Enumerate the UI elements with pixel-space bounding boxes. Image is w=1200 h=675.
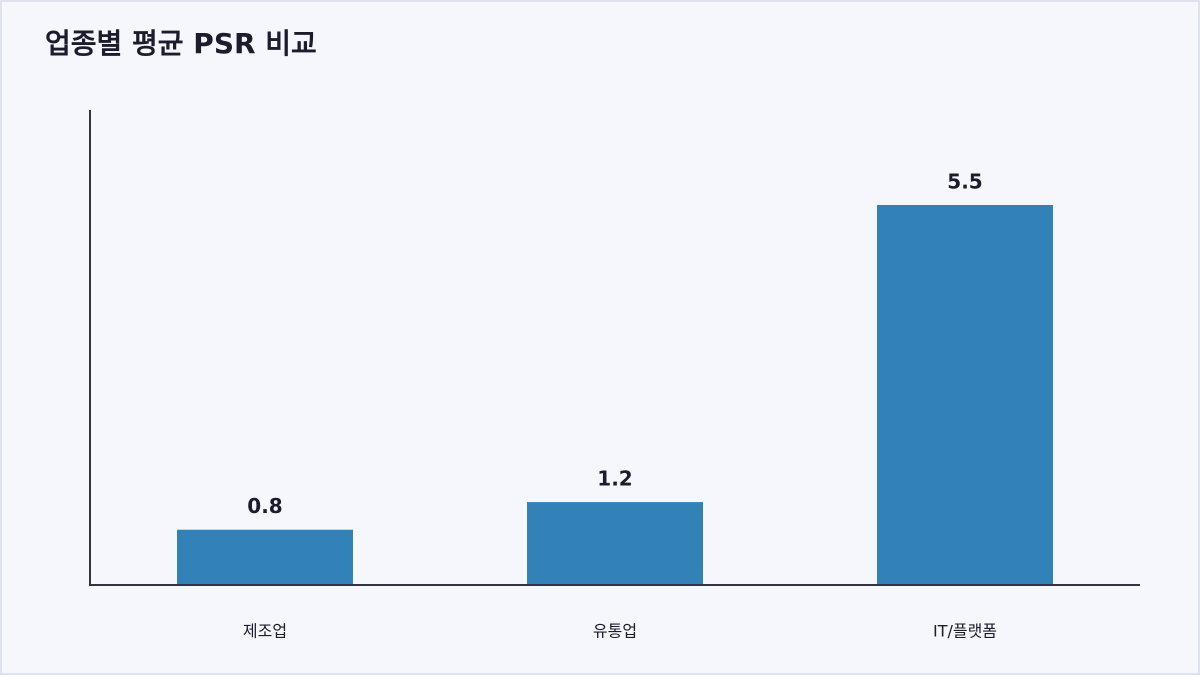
value-label: 5.5	[947, 170, 982, 194]
x-tick-label: IT/플랫폼	[933, 622, 997, 641]
value-label: 0.8	[247, 494, 282, 518]
chart-title: 업종별 평균 PSR 비교	[45, 27, 317, 60]
bar	[877, 205, 1053, 585]
x-tick-label: 유통업	[593, 622, 637, 641]
value-label: 1.2	[597, 467, 632, 491]
bar	[177, 529, 353, 585]
x-tick-label: 제조업	[243, 622, 287, 641]
bar	[527, 502, 703, 585]
